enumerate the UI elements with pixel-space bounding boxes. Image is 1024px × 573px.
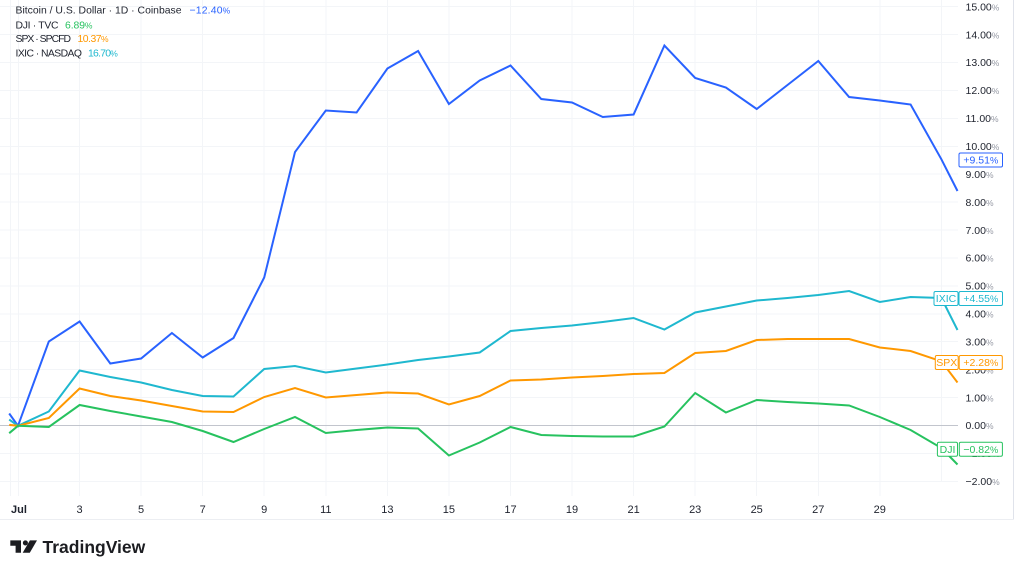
svg-text:3.00%: 3.00% [966,336,994,348]
svg-text:19: 19 [566,504,578,516]
svg-text:8.00%: 8.00% [966,197,994,209]
svg-text:Bitcoin / U.S. Dollar · 1D · C: Bitcoin / U.S. Dollar · 1D · Coinbase −12… [16,6,231,17]
svg-text:7: 7 [200,504,206,516]
svg-text:DJI: DJI [940,444,956,456]
svg-text:12.00%: 12.00% [966,85,1000,97]
svg-text:13.00%: 13.00% [966,57,1000,69]
svg-text:IXIC: IXIC [936,293,957,305]
svg-text:11.00%: 11.00% [966,113,1000,125]
svg-text:1.00%: 1.00% [966,392,994,404]
svg-text:TradingView: TradingView [43,537,146,557]
svg-text:5.00%: 5.00% [966,281,994,293]
svg-text:−2.00%: −2.00% [966,476,1001,488]
svg-text:+4.55%: +4.55% [963,293,998,305]
svg-text:21: 21 [627,504,639,516]
svg-text:+9.51%: +9.51% [963,155,998,167]
svg-text:6.00%: 6.00% [966,253,994,265]
svg-text:13: 13 [381,504,393,516]
svg-text:23: 23 [689,504,701,516]
svg-text:9: 9 [261,504,267,516]
svg-text:+2.28%: +2.28% [963,357,998,369]
svg-text:5: 5 [138,504,144,516]
svg-text:SPX: SPX [936,357,957,369]
svg-text:4.00%: 4.00% [966,309,994,321]
svg-text:7.00%: 7.00% [966,225,994,237]
svg-text:0.00%: 0.00% [966,420,994,432]
svg-text:17: 17 [504,504,516,516]
svg-text:15: 15 [443,504,455,516]
svg-text:15.00%: 15.00% [966,1,1000,13]
svg-text:25: 25 [751,504,763,516]
svg-text:−0.82%: −0.82% [963,444,998,456]
svg-text:14.00%: 14.00% [966,29,1000,41]
svg-text:29: 29 [874,504,886,516]
svg-text:3: 3 [77,504,83,516]
svg-text:Jul: Jul [11,504,27,516]
svg-text:11: 11 [320,504,331,516]
svg-text:9.00%: 9.00% [966,169,994,181]
svg-text:27: 27 [812,504,824,516]
svg-text:10.00%: 10.00% [966,141,1000,153]
